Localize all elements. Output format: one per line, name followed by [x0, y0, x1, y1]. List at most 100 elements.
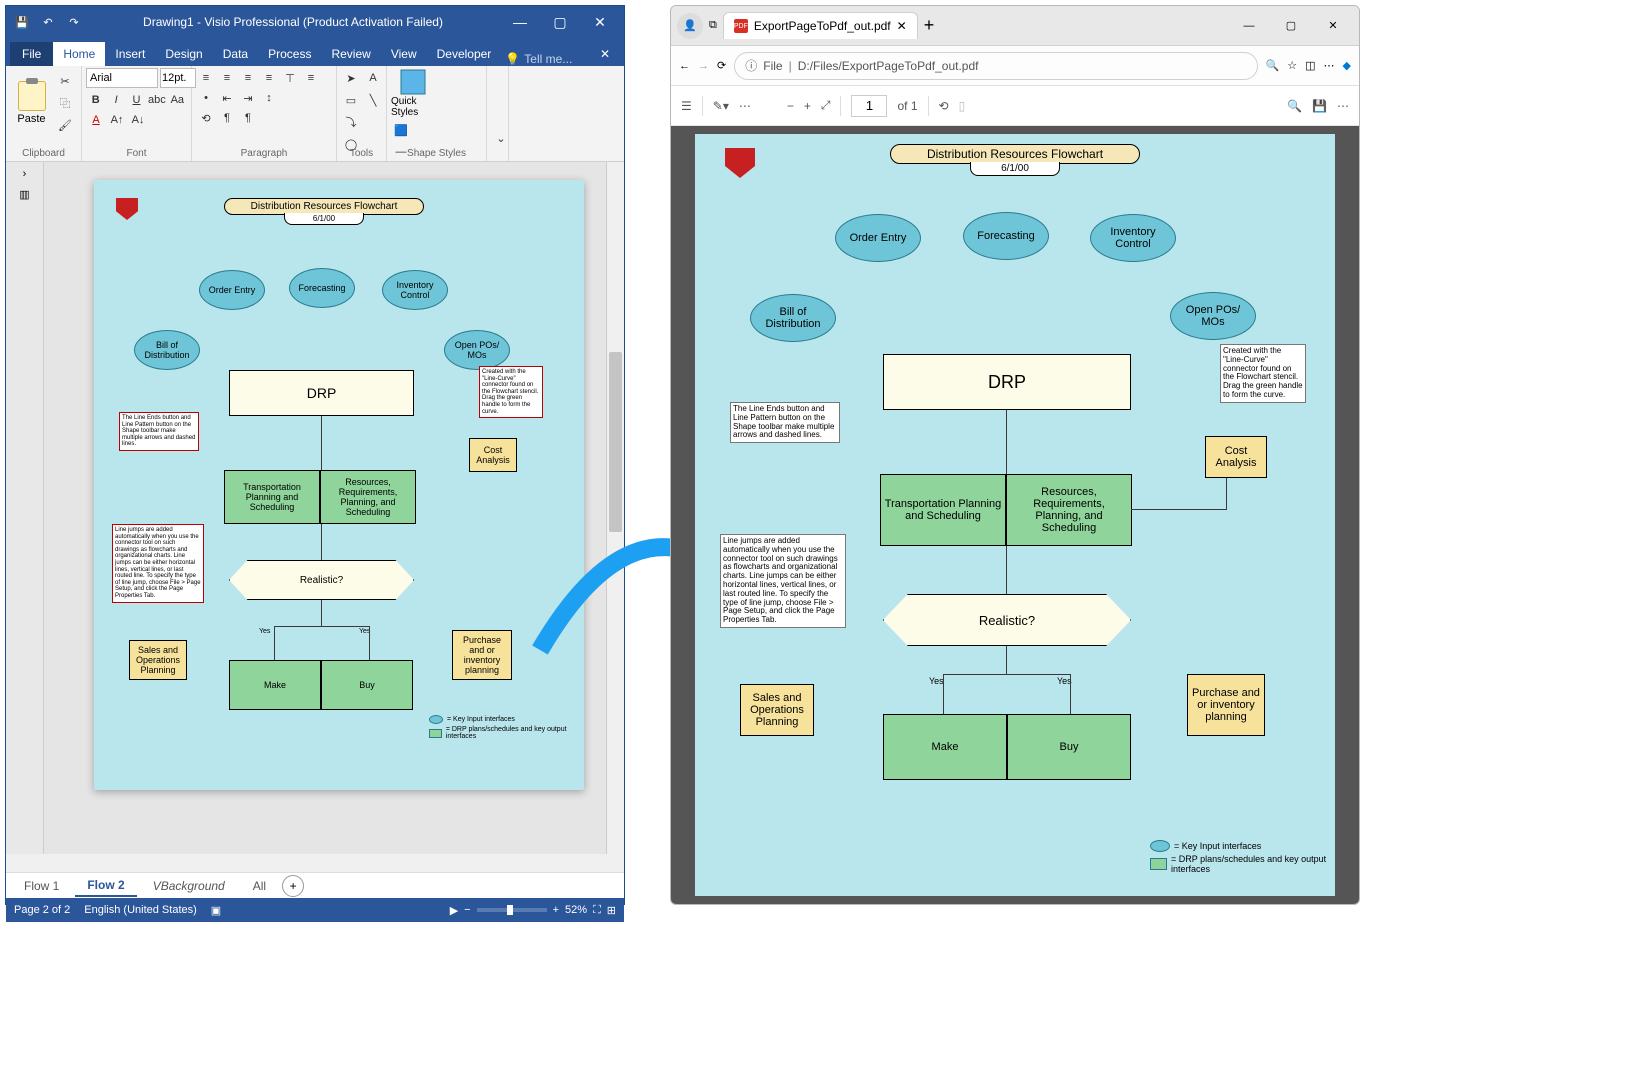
- ribbon-expand-icon[interactable]: ⌄: [491, 128, 511, 148]
- format-painter-icon[interactable]: 🖌: [55, 115, 75, 135]
- minimize-icon[interactable]: —: [500, 8, 540, 36]
- tab-design[interactable]: Design: [155, 42, 212, 66]
- align-left-icon[interactable]: ≡: [196, 68, 216, 88]
- indent-inc-icon[interactable]: ⇥: [238, 88, 258, 108]
- zoom-in-button[interactable]: +: [553, 904, 559, 916]
- align-mid-icon[interactable]: ≡: [301, 68, 321, 88]
- quick-styles-button[interactable]: Quick Styles: [391, 68, 435, 118]
- ribbon-close-icon[interactable]: ✕: [590, 42, 620, 66]
- underline-button[interactable]: U: [127, 90, 146, 110]
- case-button[interactable]: Aa: [168, 90, 187, 110]
- tab-review[interactable]: Review: [321, 42, 380, 66]
- scroll-thumb[interactable]: [609, 352, 622, 532]
- tell-me[interactable]: 💡 Tell me...: [505, 52, 572, 66]
- status-record-icon[interactable]: ▣: [211, 904, 221, 917]
- line-tool-icon[interactable]: ╲: [363, 90, 383, 110]
- forward-button[interactable]: →: [698, 60, 709, 72]
- italic-button[interactable]: I: [106, 90, 125, 110]
- info-icon[interactable]: ⓘ: [745, 57, 757, 74]
- fit-width-icon[interactable]: ⊞: [607, 904, 616, 917]
- ltr-icon[interactable]: ¶: [238, 108, 258, 128]
- fit-icon[interactable]: ⤢: [821, 98, 831, 113]
- page-tab-flow1[interactable]: Flow 1: [12, 876, 71, 896]
- more-icon[interactable]: ⋯: [739, 99, 751, 113]
- new-tab-button[interactable]: +: [924, 15, 935, 36]
- save-icon[interactable]: 💾: [10, 11, 34, 33]
- rotate-icon[interactable]: ⟲: [196, 108, 216, 128]
- refresh-button[interactable]: ⟳: [717, 59, 726, 72]
- tab-process[interactable]: Process: [258, 42, 321, 66]
- text-tool-icon[interactable]: A: [363, 68, 383, 88]
- favorite-icon[interactable]: ☆: [1287, 59, 1297, 72]
- align-justify-icon[interactable]: ≡: [259, 68, 279, 88]
- browser-minimize-icon[interactable]: —: [1229, 11, 1269, 41]
- page-view-icon[interactable]: ▯: [959, 99, 966, 113]
- zoom-out-button[interactable]: −: [464, 904, 470, 916]
- bullets-icon[interactable]: •: [196, 88, 216, 108]
- page-tab-all[interactable]: All: [241, 876, 278, 896]
- connector-tool-icon[interactable]: ⤵: [341, 112, 361, 132]
- grow-font-button[interactable]: A↑: [107, 110, 127, 130]
- horizontal-scrollbar[interactable]: [6, 854, 624, 872]
- pdf-viewport[interactable]: Distribution Resources Flowchart 6/1/00 …: [671, 126, 1359, 904]
- tab-home[interactable]: Home: [53, 42, 105, 66]
- vertical-scrollbar[interactable]: [606, 162, 624, 854]
- zoom-icon[interactable]: 🔍: [1266, 59, 1280, 72]
- cut-icon[interactable]: ✂: [55, 71, 75, 91]
- present-icon[interactable]: ▶: [450, 904, 458, 917]
- tab-data[interactable]: Data: [213, 42, 258, 66]
- toc-icon[interactable]: ☰: [681, 99, 692, 113]
- shapes-pane-collapsed[interactable]: › ▥: [6, 162, 44, 854]
- strike-button[interactable]: abc: [147, 90, 166, 110]
- shrink-font-button[interactable]: A↓: [128, 110, 148, 130]
- profile-icon[interactable]: 👤: [677, 13, 703, 39]
- tab-close-icon[interactable]: ✕: [897, 19, 907, 33]
- fill-button[interactable]: 🟦: [391, 120, 411, 140]
- rtl-icon[interactable]: ¶: [217, 108, 237, 128]
- pdf-more-icon[interactable]: ⋯: [1337, 99, 1349, 113]
- canvas[interactable]: Distribution Resources Flowchart 6/1/00 …: [44, 162, 606, 854]
- close-icon[interactable]: ✕: [580, 8, 620, 36]
- highlight-icon[interactable]: ✎▾: [713, 99, 729, 113]
- zoom-out-pdf[interactable]: −: [787, 99, 794, 113]
- browser-maximize-icon[interactable]: ▢: [1271, 11, 1311, 41]
- maximize-icon[interactable]: ▢: [540, 8, 580, 36]
- zoom-slider[interactable]: [477, 908, 547, 912]
- bold-button[interactable]: B: [86, 90, 105, 110]
- shapes-chevron-icon[interactable]: ›: [23, 168, 27, 180]
- tab-file[interactable]: File: [10, 42, 53, 66]
- pointer-tool-icon[interactable]: ➤: [341, 68, 361, 88]
- fit-page-icon[interactable]: ⛶: [593, 904, 601, 917]
- spacing-icon[interactable]: ↕: [259, 88, 279, 108]
- search-icon[interactable]: 🔍: [1287, 99, 1302, 113]
- align-center-icon[interactable]: ≡: [217, 68, 237, 88]
- copilot-icon[interactable]: ◆: [1343, 59, 1351, 72]
- tab-insert[interactable]: Insert: [105, 42, 155, 66]
- indent-dec-icon[interactable]: ⇤: [217, 88, 237, 108]
- browser-tab[interactable]: PDF ExportPageToPdf_out.pdf ✕: [723, 12, 918, 39]
- page-tab-background[interactable]: VBackground: [141, 876, 237, 896]
- back-button[interactable]: ←: [679, 60, 690, 72]
- rotate-pdf-icon[interactable]: ⟲: [939, 99, 949, 113]
- page-tab-flow2[interactable]: Flow 2: [75, 875, 136, 897]
- save-pdf-icon[interactable]: 💾: [1312, 99, 1327, 113]
- workspaces-icon[interactable]: ⧉: [709, 19, 717, 32]
- font-name-select[interactable]: [86, 68, 158, 88]
- align-right-icon[interactable]: ≡: [238, 68, 258, 88]
- tab-view[interactable]: View: [381, 42, 427, 66]
- zoom-in-pdf[interactable]: +: [804, 99, 811, 113]
- menu-icon[interactable]: ⋯: [1324, 59, 1335, 72]
- paste-button[interactable]: Paste: [10, 68, 53, 138]
- redo-icon[interactable]: ↷: [62, 11, 86, 33]
- new-page-button[interactable]: +: [282, 875, 304, 897]
- align-top-icon[interactable]: ⊤: [280, 68, 300, 88]
- copy-icon[interactable]: ⿻: [55, 93, 75, 113]
- split-icon[interactable]: ◫: [1305, 59, 1315, 72]
- browser-close-icon[interactable]: ✕: [1313, 11, 1353, 41]
- url-box[interactable]: ⓘ File | D:/Files/ExportPageToPdf_out.pd…: [734, 52, 1257, 80]
- rect-tool-icon[interactable]: ▭: [341, 90, 361, 110]
- page-input[interactable]: [851, 95, 887, 117]
- undo-icon[interactable]: ↶: [36, 11, 60, 33]
- stencil-icon[interactable]: ▥: [19, 188, 29, 201]
- font-size-select[interactable]: [160, 68, 196, 88]
